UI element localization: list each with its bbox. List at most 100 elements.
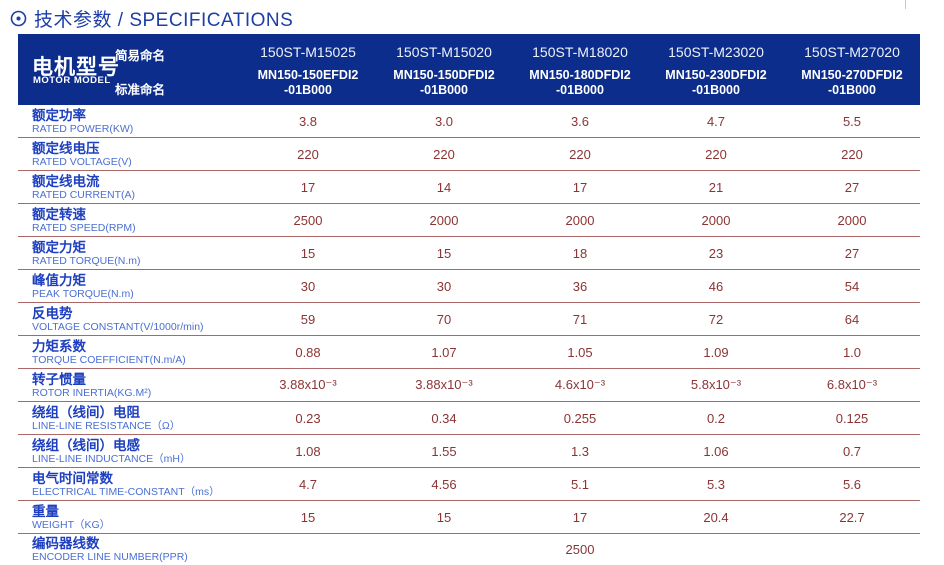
cell-value: 220 [705, 146, 727, 162]
row-label: 重量 WEIGHT（KG） [18, 504, 240, 531]
simple-model-name: 150ST-M15020 [396, 44, 492, 60]
standard-model-line1: MN150-180DFDI2 [529, 68, 631, 82]
standard-model-line2: -01B000 [828, 83, 876, 97]
row-label-zh: 力矩系数 [32, 338, 86, 354]
cell-value: 5.6 [842, 476, 862, 492]
cell-value: 0.2 [706, 410, 726, 426]
cell-value: 3.88x10⁻³ [415, 377, 473, 392]
column-header-1: 150ST-M15025 MN150-150EFDI2 -01B000 [240, 34, 376, 105]
row-label-zh: 额定力矩 [32, 239, 86, 255]
row-label: 额定线电流 RATED CURRENT(A) [18, 174, 240, 201]
cell-value: 2500 [293, 212, 323, 228]
cell-value: 15 [300, 245, 316, 261]
row-label: 额定转速 RATED SPEED(RPM) [18, 207, 240, 234]
row-label: 额定线电压 RATED VOLTAGE(V) [18, 141, 240, 168]
merged-cell-value: 2500 [565, 542, 595, 557]
cell-value: 1.07 [431, 344, 457, 360]
cell-value: 220 [433, 146, 455, 162]
column-header-2: 150ST-M15020 MN150-150DFDI2 -01B000 [376, 34, 512, 105]
cell-value: 220 [569, 146, 591, 162]
cell-value: 22.7 [839, 509, 865, 525]
cell-value: 4.7 [706, 113, 726, 129]
cell-value: 6.8x10⁻³ [826, 377, 878, 392]
table-row: 峰值力矩 PEAK TORQUE(N.m) 30 30 36 46 54 [18, 270, 920, 303]
row-label-en: LINE-LINE INDUCTANCE（mH） [32, 452, 191, 465]
page-title-row: 技术参数 / SPECIFICATIONS [10, 5, 293, 32]
cell-value: 2000 [565, 212, 595, 228]
simple-model-name: 150ST-M18020 [532, 44, 628, 60]
cell-value: 5.8x10⁻³ [690, 377, 742, 392]
row-label-en: RATED POWER(KW) [32, 122, 134, 135]
cell-value: 17 [300, 179, 316, 195]
cell-value: 54 [844, 278, 860, 294]
simple-name-label: 简易命名 [115, 49, 166, 63]
column-header-5: 150ST-M27020 MN150-270DFDI2 -01B000 [784, 34, 920, 105]
row-label-zh: 转子惯量 [32, 371, 86, 387]
cell-value: 27 [844, 179, 860, 195]
table-row: 转子惯量 ROTOR INERTIA(KG.M²) 3.88x10⁻³ 3.88x… [18, 369, 920, 402]
cell-value: 2000 [429, 212, 459, 228]
cell-value: 72 [708, 311, 724, 327]
row-label: 力矩系数 TORQUE COEFFICIENT(N.m/A) [18, 339, 240, 366]
cell-value: 1.3 [570, 443, 590, 459]
row-label-zh: 额定功率 [32, 107, 86, 123]
table-header: 电机型号 MOTOR MODEL 简易命名 标准命名 150ST-M15025 … [18, 34, 920, 105]
standard-model-line1: MN150-150DFDI2 [393, 68, 495, 82]
standard-model-line2: -01B000 [284, 83, 332, 97]
column-header-4: 150ST-M23020 MN150-230DFDI2 -01B000 [648, 34, 784, 105]
cell-value: 3.0 [434, 113, 454, 129]
row-label-en: RATED CURRENT(A) [32, 188, 136, 201]
cell-value: 18 [572, 245, 588, 261]
table-body: 额定功率 RATED POWER(KW) 3.8 3.0 3.6 4.7 5.5 额定线… [18, 105, 920, 565]
table-row: 额定转速 RATED SPEED(RPM) 2500 2000 2000 2000 20… [18, 204, 920, 237]
cell-value: 5.1 [570, 476, 590, 492]
row-label: 额定力矩 RATED TORQUE(N.m) [18, 240, 240, 267]
cell-value: 4.7 [298, 476, 318, 492]
cell-value: 5.5 [842, 113, 862, 129]
cell-value: 1.0 [842, 344, 862, 360]
row-label-zh: 反电势 [32, 305, 73, 321]
standard-model-name: MN150-150EFDI2 -01B000 [258, 68, 359, 98]
spec-table: 电机型号 MOTOR MODEL 简易命名 标准命名 150ST-M15025 … [18, 34, 920, 565]
cell-value: 30 [300, 278, 316, 294]
simple-model-name: 150ST-M15025 [260, 44, 356, 60]
standard-model-line2: -01B000 [556, 83, 604, 97]
cell-value: 0.23 [295, 410, 321, 426]
motor-model-subtitle: MOTOR MODEL [33, 75, 111, 86]
row-label: 绕组（线间）电阻 LINE-LINE RESISTANCE（Ω） [18, 405, 240, 432]
row-label: 绕组（线间）电感 LINE-LINE INDUCTANCE（mH） [18, 438, 240, 465]
row-label-zh: 绕组（线间）电感 [32, 437, 140, 453]
cell-value: 17 [572, 179, 588, 195]
cell-value: 36 [572, 278, 588, 294]
row-label-zh: 重量 [32, 503, 59, 519]
standard-model-name: MN150-150DFDI2 -01B000 [393, 68, 494, 98]
motor-model-title: 电机型号 [32, 56, 120, 79]
row-label: 转子惯量 ROTOR INERTIA(KG.M²) [18, 372, 240, 399]
cell-value: 1.06 [703, 443, 729, 459]
row-label-zh: 额定线电压 [32, 140, 100, 156]
cell-value: 0.125 [835, 410, 869, 426]
table-row: 电气时间常数 ELECTRICAL TIME-CONSTANT（ms） 4.7 4… [18, 468, 920, 501]
cell-value: 1.09 [703, 344, 729, 360]
cell-value: 220 [841, 146, 863, 162]
cell-value: 0.88 [295, 344, 321, 360]
cell-value: 59 [300, 311, 316, 327]
row-label-zh: 绕组（线间）电阻 [32, 404, 140, 420]
cell-value: 3.88x10⁻³ [279, 377, 337, 392]
cell-value: 15 [436, 245, 452, 261]
table-row: 额定功率 RATED POWER(KW) 3.8 3.0 3.6 4.7 5.5 [18, 105, 920, 138]
cell-value: 3.6 [570, 113, 590, 129]
row-label-zh: 峰值力矩 [32, 272, 86, 288]
row-label: 电气时间常数 ELECTRICAL TIME-CONSTANT（ms） [18, 471, 240, 498]
cell-value: 1.08 [295, 443, 321, 459]
row-label: 反电势 VOLTAGE CONSTANT(V/1000r/min) [18, 306, 240, 333]
standard-model-name: MN150-180DFDI2 -01B000 [529, 68, 630, 98]
table-row: 额定线电流 RATED CURRENT(A) 17 14 17 21 27 [18, 171, 920, 204]
cell-value: 220 [297, 146, 319, 162]
row-label-en: RATED VOLTAGE(V) [32, 155, 132, 168]
cell-value: 23 [708, 245, 724, 261]
cell-value: 0.255 [563, 410, 597, 426]
cell-value: 21 [708, 179, 724, 195]
cell-value: 4.56 [431, 476, 457, 492]
